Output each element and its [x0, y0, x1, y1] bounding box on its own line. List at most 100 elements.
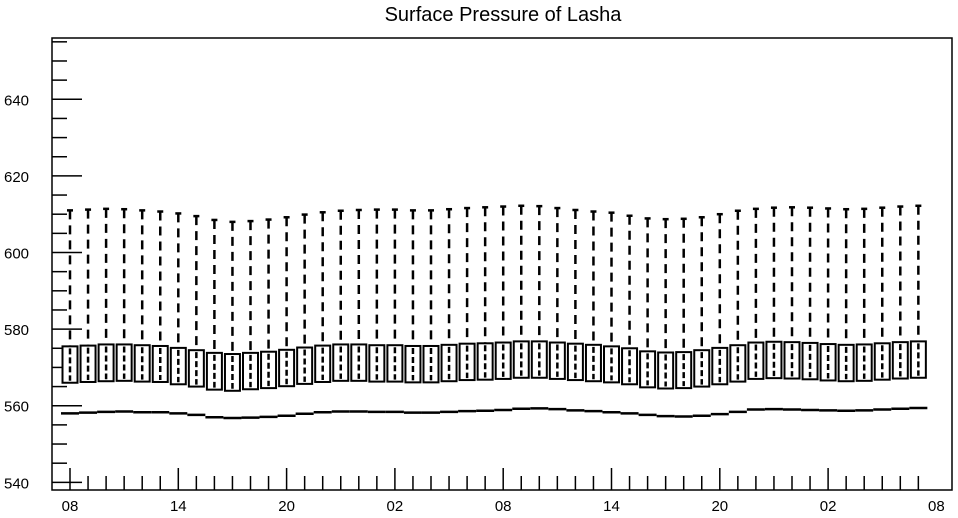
box-body — [440, 343, 458, 383]
box-26 — [512, 204, 530, 379]
box-body — [837, 343, 855, 383]
box-34 — [657, 217, 675, 390]
box-body — [61, 345, 79, 384]
box-9 — [205, 218, 223, 391]
x-tick-label: 08 — [62, 498, 79, 515]
box-body — [205, 351, 223, 391]
box-12 — [260, 218, 278, 390]
y-tick-label: 620 — [4, 169, 29, 186]
box-13 — [278, 216, 296, 388]
box-body — [169, 346, 187, 386]
box-28 — [548, 206, 566, 380]
box-body — [783, 341, 801, 380]
box-11 — [242, 219, 259, 391]
box-body — [747, 341, 765, 380]
box-30 — [584, 210, 602, 383]
box-6 — [151, 210, 169, 383]
box-body — [404, 344, 422, 384]
box-42 — [801, 206, 819, 381]
box-body — [494, 341, 512, 380]
box-29 — [566, 208, 584, 382]
y-tick-label: 580 — [4, 322, 29, 339]
box-body — [296, 346, 314, 385]
box-38 — [729, 209, 747, 383]
box-body — [711, 346, 729, 386]
box-body — [801, 341, 819, 381]
box-33 — [639, 217, 657, 389]
box-body — [530, 340, 548, 379]
box-body — [819, 343, 837, 382]
box-3 — [97, 207, 115, 383]
box-body — [909, 340, 927, 379]
box-2 — [79, 208, 97, 383]
box-31 — [603, 211, 620, 384]
box-37 — [711, 212, 729, 386]
y-tick-label: 540 — [4, 475, 29, 492]
box-body — [260, 350, 278, 390]
x-tick-label: 08 — [928, 498, 945, 515]
box-body — [891, 341, 909, 380]
box-body — [151, 344, 169, 383]
box-body — [242, 351, 259, 391]
box-body — [512, 340, 530, 379]
box-body — [729, 344, 747, 383]
box-body — [657, 351, 675, 390]
box-body — [566, 342, 584, 382]
box-47 — [891, 205, 909, 380]
box-35 — [675, 217, 693, 390]
box-body — [332, 343, 350, 382]
box-48 — [909, 204, 927, 379]
x-tick-label: 02 — [820, 498, 837, 515]
box-body — [584, 343, 602, 383]
box-body — [548, 341, 566, 380]
box-1 — [61, 209, 79, 384]
box-body — [458, 342, 476, 382]
box-43 — [819, 207, 837, 382]
box-body — [422, 344, 440, 384]
box-14 — [296, 213, 314, 385]
box-36 — [693, 216, 711, 388]
box-body — [476, 342, 494, 381]
box-7 — [169, 212, 187, 386]
y-tick-label: 600 — [4, 246, 29, 263]
x-tick-label: 14 — [603, 498, 620, 515]
box-45 — [855, 207, 873, 382]
box-39 — [747, 207, 765, 380]
box-40 — [765, 206, 783, 380]
box-body — [115, 343, 133, 382]
box-21 — [422, 209, 440, 384]
box-32 — [621, 214, 639, 386]
box-body — [603, 345, 620, 384]
box-body — [693, 349, 711, 388]
box-body — [350, 343, 368, 382]
box-body — [621, 347, 639, 386]
box-25 — [494, 205, 512, 380]
box-body — [675, 351, 693, 390]
plot-frame — [51, 37, 953, 491]
box-24 — [476, 206, 494, 381]
axes: 540 560 580 600 620 640 08 14 20 02 08 14 20 02 08 — [4, 37, 953, 515]
box-body — [187, 349, 205, 388]
box-body — [639, 350, 657, 389]
box-body — [855, 343, 873, 382]
box-4 — [115, 207, 133, 382]
box-19 — [386, 208, 404, 383]
box-17 — [350, 208, 368, 382]
chart-title: Surface Pressure of Lasha — [384, 4, 622, 26]
x-tick-label: 08 — [495, 498, 512, 515]
low-markers — [61, 406, 928, 420]
box-body — [133, 344, 151, 383]
y-tick-label: 560 — [4, 399, 29, 416]
box-body — [223, 353, 241, 392]
box-27 — [530, 204, 548, 379]
box-18 — [368, 208, 386, 383]
box-16 — [332, 209, 350, 382]
box-8 — [187, 214, 205, 388]
box-20 — [404, 209, 422, 384]
box-body — [278, 348, 296, 388]
boxes — [61, 204, 927, 392]
box-body — [97, 343, 115, 383]
y-tick-label: 640 — [4, 92, 29, 109]
box-body — [873, 342, 891, 381]
